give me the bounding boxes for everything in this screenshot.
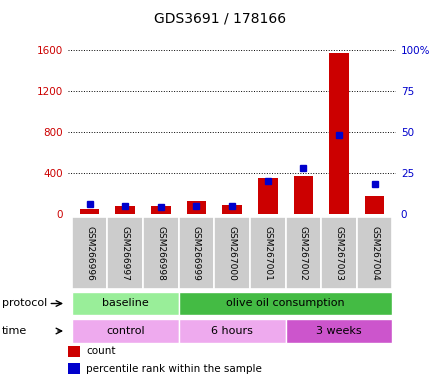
- Bar: [365, 196, 385, 214]
- Text: GSM267004: GSM267004: [370, 226, 379, 280]
- Bar: [179, 319, 286, 343]
- Bar: [72, 217, 107, 289]
- Text: 3 weeks: 3 weeks: [316, 326, 362, 336]
- Bar: [151, 206, 171, 214]
- Text: GSM266996: GSM266996: [85, 225, 94, 280]
- Bar: [222, 205, 242, 214]
- Text: GSM267001: GSM267001: [263, 225, 272, 280]
- Text: GSM267003: GSM267003: [334, 225, 344, 280]
- Text: GSM266997: GSM266997: [121, 225, 130, 280]
- Text: GSM267002: GSM267002: [299, 226, 308, 280]
- Text: control: control: [106, 326, 144, 336]
- Text: count: count: [86, 346, 116, 356]
- Bar: [68, 346, 80, 357]
- Bar: [115, 206, 135, 214]
- Text: percentile rank within the sample: percentile rank within the sample: [86, 364, 262, 374]
- Bar: [329, 53, 349, 214]
- Bar: [286, 319, 392, 343]
- Bar: [286, 217, 321, 289]
- Bar: [179, 217, 214, 289]
- Text: baseline: baseline: [102, 298, 149, 308]
- Text: GSM267000: GSM267000: [227, 225, 237, 280]
- Bar: [250, 217, 286, 289]
- Bar: [68, 363, 80, 374]
- Bar: [72, 291, 179, 316]
- Text: olive oil consumption: olive oil consumption: [226, 298, 345, 308]
- Bar: [321, 217, 357, 289]
- Bar: [72, 319, 179, 343]
- Bar: [258, 178, 278, 214]
- Bar: [179, 291, 392, 316]
- Bar: [293, 176, 313, 214]
- Bar: [187, 201, 206, 214]
- Text: GDS3691 / 178166: GDS3691 / 178166: [154, 12, 286, 25]
- Bar: [80, 209, 99, 214]
- Text: protocol: protocol: [2, 298, 48, 308]
- Text: time: time: [2, 326, 27, 336]
- Bar: [143, 217, 179, 289]
- Bar: [107, 217, 143, 289]
- Text: GSM266998: GSM266998: [156, 225, 165, 280]
- Text: 6 hours: 6 hours: [211, 326, 253, 336]
- Bar: [214, 217, 250, 289]
- Bar: [357, 217, 392, 289]
- Text: GSM266999: GSM266999: [192, 225, 201, 280]
